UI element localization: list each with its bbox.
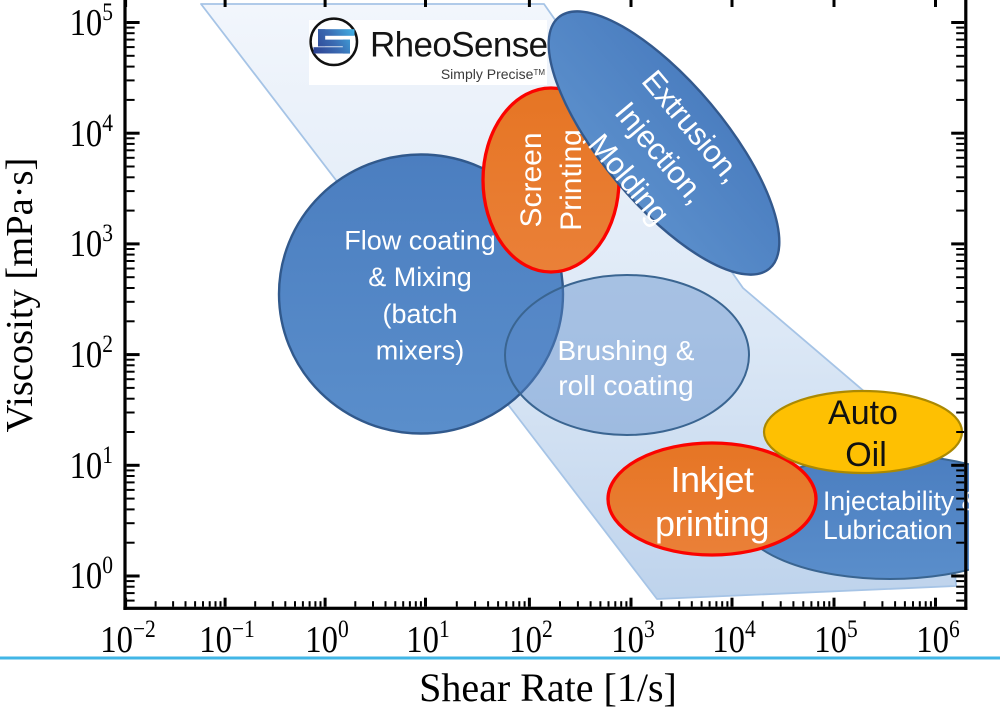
svg-text:Oil: Oil [845,436,887,474]
svg-text:Brushing &: Brushing & [558,335,695,366]
svg-text:104: 104 [712,616,756,661]
svg-text:105: 105 [70,0,113,44]
svg-text:103: 103 [70,220,113,265]
svg-text:10−1: 10−1 [199,616,255,661]
svg-text:100: 100 [70,552,113,597]
svg-text:Auto: Auto [828,394,898,432]
svg-text:100: 100 [305,616,348,661]
svg-text:roll coating: roll coating [558,370,693,401]
svg-text:Lubrication: Lubrication [823,515,953,545]
svg-text:Inkjet: Inkjet [670,459,754,500]
svg-text:Flow coating: Flow coating [344,226,496,256]
svg-text:RheoSense: RheoSense [370,25,548,64]
svg-text:Injectability &: Injectability & [823,486,979,516]
svg-text:101: 101 [406,616,449,661]
svg-text:Simply PreciseTM: Simply PreciseTM [441,66,545,82]
svg-text:printing: printing [655,503,769,544]
svg-text:10−2: 10−2 [100,616,156,661]
svg-text:102: 102 [70,331,113,376]
svg-text:104: 104 [70,110,114,155]
svg-text:& Mixing: & Mixing [368,262,472,292]
svg-text:101: 101 [70,442,113,487]
svg-text:103: 103 [611,616,654,661]
svg-text:(batch: (batch [382,299,457,329]
svg-text:106: 106 [916,616,959,661]
svg-text:Viscosity [mPa·s]: Viscosity [mPa·s] [0,158,41,433]
svg-text:102: 102 [509,616,552,661]
svg-text:mixers): mixers) [376,336,465,366]
svg-text:Shear Rate [1/s]: Shear Rate [1/s] [419,665,677,710]
svg-text:105: 105 [814,616,857,661]
